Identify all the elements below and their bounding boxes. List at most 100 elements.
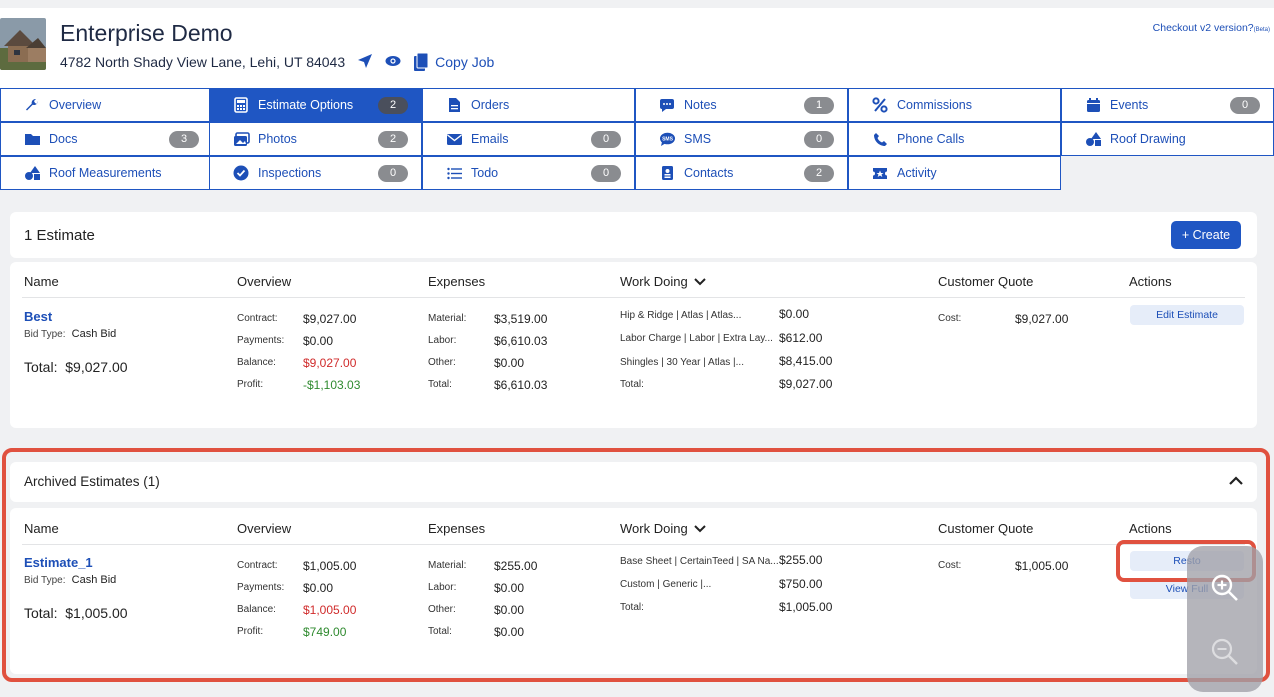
work-item: Hip & Ridge | Atlas | Atlas...: [620, 310, 742, 321]
sms-icon: SMS: [658, 131, 676, 147]
material-value: $255.00: [494, 559, 538, 573]
tab-commissions[interactable]: Commissions: [848, 88, 1061, 122]
payments-label: Payments:: [237, 582, 285, 593]
labor-label: Labor:: [428, 335, 457, 346]
material-label: Material:: [428, 560, 467, 571]
other-label: Other:: [428, 604, 456, 615]
tab-activity[interactable]: Activity: [848, 156, 1061, 190]
cost-label: Cost:: [938, 313, 962, 324]
column-overview: Overview: [237, 274, 292, 289]
job-title: Enterprise Demo: [60, 20, 233, 46]
archived-heading: Archived Estimates (1): [24, 474, 160, 489]
navigate-icon[interactable]: [357, 53, 373, 72]
mail-icon: [445, 131, 463, 147]
column-name: Name: [24, 521, 59, 536]
contact-icon: [658, 165, 676, 181]
tab-label: Notes: [684, 98, 717, 112]
estimate-name-link[interactable]: Best: [24, 309, 53, 324]
archived-header-panel[interactable]: Archived Estimates (1): [10, 462, 1257, 502]
edit-estimate-button[interactable]: Edit Estimate: [1130, 305, 1244, 325]
tab-notes[interactable]: Notes 1: [635, 88, 848, 122]
total-label: Total:: [24, 359, 58, 375]
count-badge: 0: [378, 165, 408, 182]
checkout-v2-link[interactable]: Checkout v2 version?(Beta): [1153, 22, 1270, 34]
eye-icon[interactable]: [385, 54, 401, 70]
tab-label: Commissions: [897, 98, 973, 112]
column-overview: Overview: [237, 521, 292, 536]
tab-contacts[interactable]: Contacts 2: [635, 156, 848, 190]
wrench-icon: [23, 97, 41, 113]
contract-value: $9,027.00: [303, 312, 357, 326]
property-thumbnail[interactable]: [0, 18, 46, 70]
column-name: Name: [24, 274, 59, 289]
tab-label: Docs: [49, 132, 78, 146]
labor-value: $6,610.03: [494, 334, 548, 348]
tab-roof-drawing[interactable]: Roof Drawing: [1061, 122, 1274, 156]
tab-sms[interactable]: SMS SMS 0: [635, 122, 848, 156]
phone-icon: [871, 131, 889, 147]
count-badge: 3: [169, 131, 199, 148]
tab-label: Estimate Options: [258, 98, 354, 112]
header-divider: [22, 297, 1245, 298]
profit-value: $749.00: [303, 625, 347, 639]
count-badge: 0: [591, 165, 621, 182]
zoom-out-icon[interactable]: [1211, 638, 1239, 666]
tab-roof-measurements[interactable]: Roof Measurements: [0, 156, 213, 190]
tab-phone-calls[interactable]: Phone Calls: [848, 122, 1061, 156]
folder-icon: [23, 131, 41, 147]
tab-label: SMS: [684, 132, 712, 146]
payments-value: $0.00: [303, 334, 334, 348]
percent-icon: [871, 97, 889, 113]
total-label: Total:: [24, 605, 58, 621]
balance-value: $1,005.00: [303, 603, 357, 617]
estimate-table: Name Overview Expenses Work Doing Custom…: [10, 262, 1257, 428]
estimate-name-link[interactable]: Estimate_1: [24, 555, 93, 570]
job-address-row: 4782 North Shady View Lane, Lehi, UT 840…: [60, 52, 494, 72]
tab-events[interactable]: Events 0: [1061, 88, 1274, 122]
work-total-label: Total:: [620, 602, 644, 613]
contract-label: Contract:: [237, 313, 278, 324]
copy-job-label: Copy Job: [435, 54, 495, 70]
count-badge: 0: [591, 131, 621, 148]
payments-value: $0.00: [303, 581, 334, 595]
other-value: $0.00: [494, 603, 525, 617]
bid-type: Bid Type: Cash Bid: [24, 574, 116, 586]
svg-text:SMS: SMS: [662, 136, 674, 142]
tab-docs[interactable]: Docs 3: [0, 122, 213, 156]
copy-job-button[interactable]: Copy Job: [413, 52, 494, 72]
count-badge: 0: [1230, 97, 1260, 114]
balance-label: Balance:: [237, 357, 276, 368]
count-badge: 0: [804, 131, 834, 148]
chevron-down-icon: [693, 524, 706, 532]
expenses-total-label: Total:: [428, 626, 452, 637]
tab-photos[interactable]: Photos 2: [209, 122, 422, 156]
work-item-amount: $750.00: [779, 577, 823, 591]
work-item: Custom | Generic |...: [620, 579, 712, 590]
work-item: Shingles | 30 Year | Atlas |...: [620, 357, 744, 368]
material-label: Material:: [428, 313, 467, 324]
tab-todo[interactable]: Todo 0: [422, 156, 635, 190]
tab-label: Emails: [471, 132, 509, 146]
tab-overview[interactable]: Overview: [0, 88, 213, 122]
copy-icon: [414, 52, 429, 71]
expenses-total-value: $6,610.03: [494, 378, 548, 392]
estimates-header-panel: 1 Estimate + Create: [10, 212, 1257, 258]
bid-type-value: Cash Bid: [71, 574, 117, 586]
tab-inspections[interactable]: Inspections 0: [209, 156, 422, 190]
column-work-doing[interactable]: Work Doing: [620, 274, 706, 289]
tab-estimate-options[interactable]: Estimate Options 2: [209, 88, 422, 122]
job-tabs: Overview Estimate Options 2 Orders Notes 1 Com…: [0, 88, 1274, 190]
tab-emails[interactable]: Emails 0: [422, 122, 635, 156]
photos-icon: [232, 131, 250, 147]
profit-label: Profit:: [237, 379, 264, 390]
create-estimate-button[interactable]: + Create: [1171, 221, 1241, 249]
chevron-up-icon[interactable]: [1229, 476, 1243, 485]
zoom-control: [1187, 546, 1263, 692]
material-value: $3,519.00: [494, 312, 548, 326]
column-work-doing[interactable]: Work Doing: [620, 521, 706, 536]
tab-label: Phone Calls: [897, 132, 965, 146]
list-icon: [445, 165, 463, 181]
tab-orders[interactable]: Orders: [422, 88, 635, 122]
work-item-amount: $255.00: [779, 553, 823, 567]
zoom-in-icon[interactable]: [1211, 574, 1239, 602]
